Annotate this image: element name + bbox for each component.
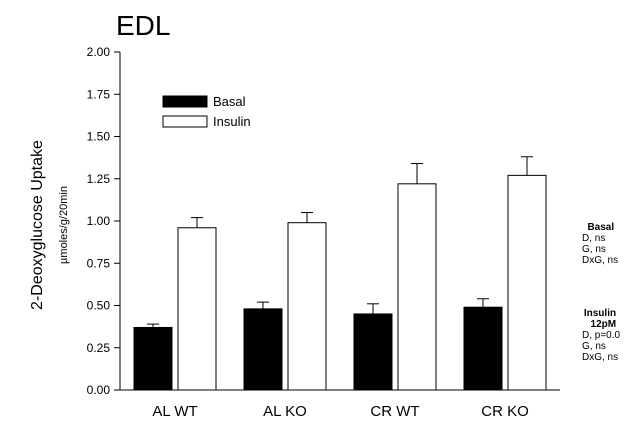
stats-basal-line-2: G, ns: [582, 244, 606, 255]
legend-label-basal: Basal: [213, 94, 246, 109]
stats-basal-line-1: D, ns: [582, 233, 606, 244]
y-tick-label: 0.25: [87, 341, 111, 355]
y-tick-label: 2.00: [87, 45, 111, 59]
y-tick-label: 0.00: [87, 383, 111, 397]
x-tick-label: CR WT: [370, 403, 419, 420]
stats-basal: Basal D, ns G, ns DxG, ns: [582, 222, 618, 266]
y-tick-label: 1.50: [87, 130, 111, 144]
bar-insulin: [177, 227, 217, 391]
legend-label-insulin: Insulin: [213, 114, 251, 129]
bar-basal: [133, 326, 173, 391]
stats-insulin-line-1: D, p=0.0: [582, 330, 621, 341]
y-tick-label: 1.00: [87, 214, 111, 228]
stats-basal-heading: Basal: [587, 222, 615, 233]
bar-basal: [353, 313, 393, 391]
bar-basal: [463, 306, 503, 391]
stats-insulin-line-2: G, ns: [582, 341, 606, 352]
legend-swatch-insulin: [162, 115, 208, 128]
x-tick-label: AL WT: [152, 403, 197, 420]
chart-title: EDL: [116, 10, 171, 41]
bar-basal: [243, 308, 283, 391]
stats-insulin: Insulin 12pM D, p=0.0 G, ns DxG, ns: [582, 308, 620, 363]
stats-insulin-line-3: DxG, ns: [582, 352, 619, 363]
y-tick-label: 1.25: [87, 172, 111, 186]
bar-insulin: [507, 174, 547, 391]
bar-insulin: [287, 222, 327, 391]
y-tick-label: 1.75: [87, 87, 111, 101]
x-tick-label: AL KO: [263, 403, 307, 420]
legend-swatch-basal: [162, 95, 208, 108]
x-tick-label: CR KO: [481, 403, 529, 420]
bar-insulin: [397, 183, 437, 391]
stats-basal-line-3: DxG, ns: [582, 255, 619, 266]
y-tick-label: 0.50: [87, 299, 111, 313]
stats-insulin-heading: Insulin 12pM: [583, 308, 617, 330]
y-tick-label: 0.75: [87, 256, 111, 270]
